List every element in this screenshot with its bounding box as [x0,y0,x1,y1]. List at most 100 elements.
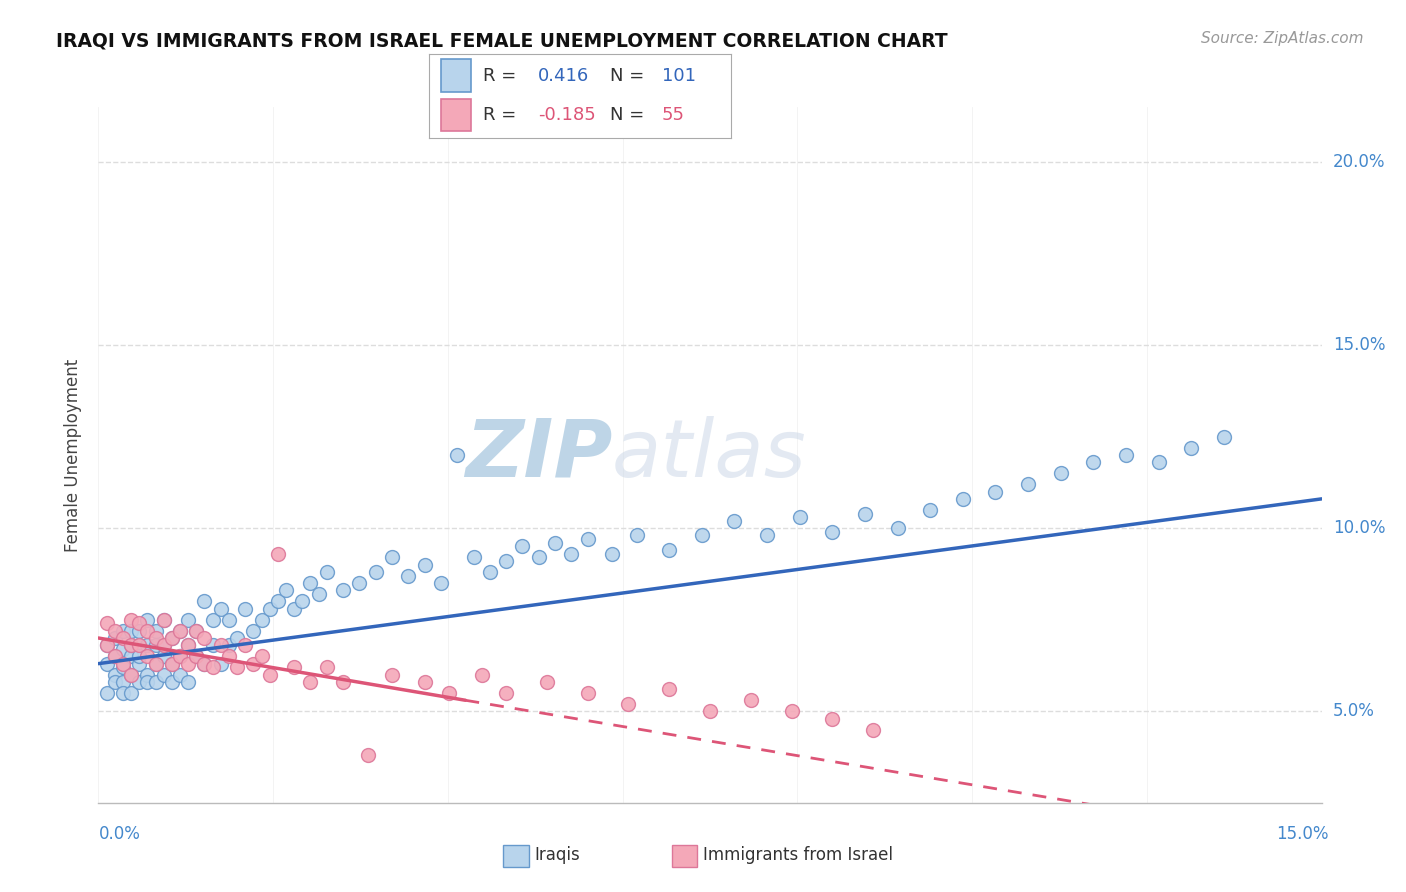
Point [152,667,174,681]
Point [291,594,314,608]
Point [152,613,174,627]
Point [446,448,468,462]
Point [120,667,142,681]
Point [177,657,200,671]
Text: 15.0%: 15.0% [1277,825,1329,843]
Point [576,686,599,700]
Point [1115,448,1137,462]
Text: 15.0%: 15.0% [1333,336,1385,354]
Point [160,631,183,645]
Point [756,528,779,542]
Point [658,682,681,697]
Point [233,601,256,615]
Point [145,631,167,645]
Point [886,521,908,535]
Point [145,624,167,638]
Point [128,675,150,690]
Point [120,649,142,664]
Point [96,657,118,671]
Point [233,638,256,652]
Point [186,624,208,638]
Text: -0.185: -0.185 [537,106,595,124]
Point [160,657,183,671]
Point [308,587,330,601]
Point [169,649,191,664]
Point [193,657,215,671]
Point [381,550,404,565]
Point [250,649,273,664]
Point [111,657,134,671]
Point [267,594,290,608]
Point [381,667,404,681]
Point [283,601,305,615]
Point [1017,477,1039,491]
Point [821,524,844,539]
Point [160,657,183,671]
Point [152,638,174,652]
Point [512,540,534,554]
Text: R =: R = [484,106,522,124]
Point [413,558,436,572]
Point [226,660,249,674]
Point [780,704,803,718]
Point [242,624,264,638]
Point [544,536,567,550]
Point [169,624,191,638]
Text: 20.0%: 20.0% [1333,153,1385,171]
Point [560,547,582,561]
Point [396,568,419,582]
Point [193,631,215,645]
Text: Source: ZipAtlas.com: Source: ZipAtlas.com [1201,31,1364,46]
Point [259,601,281,615]
Point [111,675,134,690]
Point [740,693,762,707]
Point [349,576,371,591]
Point [617,697,640,711]
Point [259,667,281,681]
Point [658,543,681,558]
Text: 55: 55 [662,106,685,124]
Point [209,638,232,652]
Point [186,649,208,664]
Point [364,565,387,579]
Point [120,667,142,681]
Text: 10.0%: 10.0% [1333,519,1385,537]
Point [177,638,200,652]
Point [1180,441,1202,455]
Point [160,631,183,645]
Point [209,657,232,671]
Point [527,550,550,565]
Point [128,638,150,652]
Point [136,675,159,690]
Point [145,657,167,671]
Text: N =: N = [610,67,650,85]
Point [242,657,264,671]
Point [862,723,884,737]
Point [136,624,159,638]
Point [356,748,378,763]
Point [201,660,224,674]
Point [136,649,159,664]
Point [169,667,191,681]
Point [218,613,240,627]
Point [186,624,208,638]
Point [600,547,623,561]
Point [96,638,118,652]
Point [136,638,159,652]
Text: IRAQI VS IMMIGRANTS FROM ISRAEL FEMALE UNEMPLOYMENT CORRELATION CHART: IRAQI VS IMMIGRANTS FROM ISRAEL FEMALE U… [56,31,948,50]
Point [111,642,134,657]
Point [120,613,142,627]
Point [299,675,322,690]
Point [536,675,558,690]
Point [576,532,599,546]
Text: 101: 101 [662,67,696,85]
Point [495,554,517,568]
Point [104,649,127,664]
Text: R =: R = [484,67,522,85]
Point [186,649,208,664]
Point [120,638,142,652]
Point [478,565,501,579]
Point [128,638,150,652]
Point [111,686,134,700]
Text: Immigrants from Israel: Immigrants from Israel [703,847,893,864]
